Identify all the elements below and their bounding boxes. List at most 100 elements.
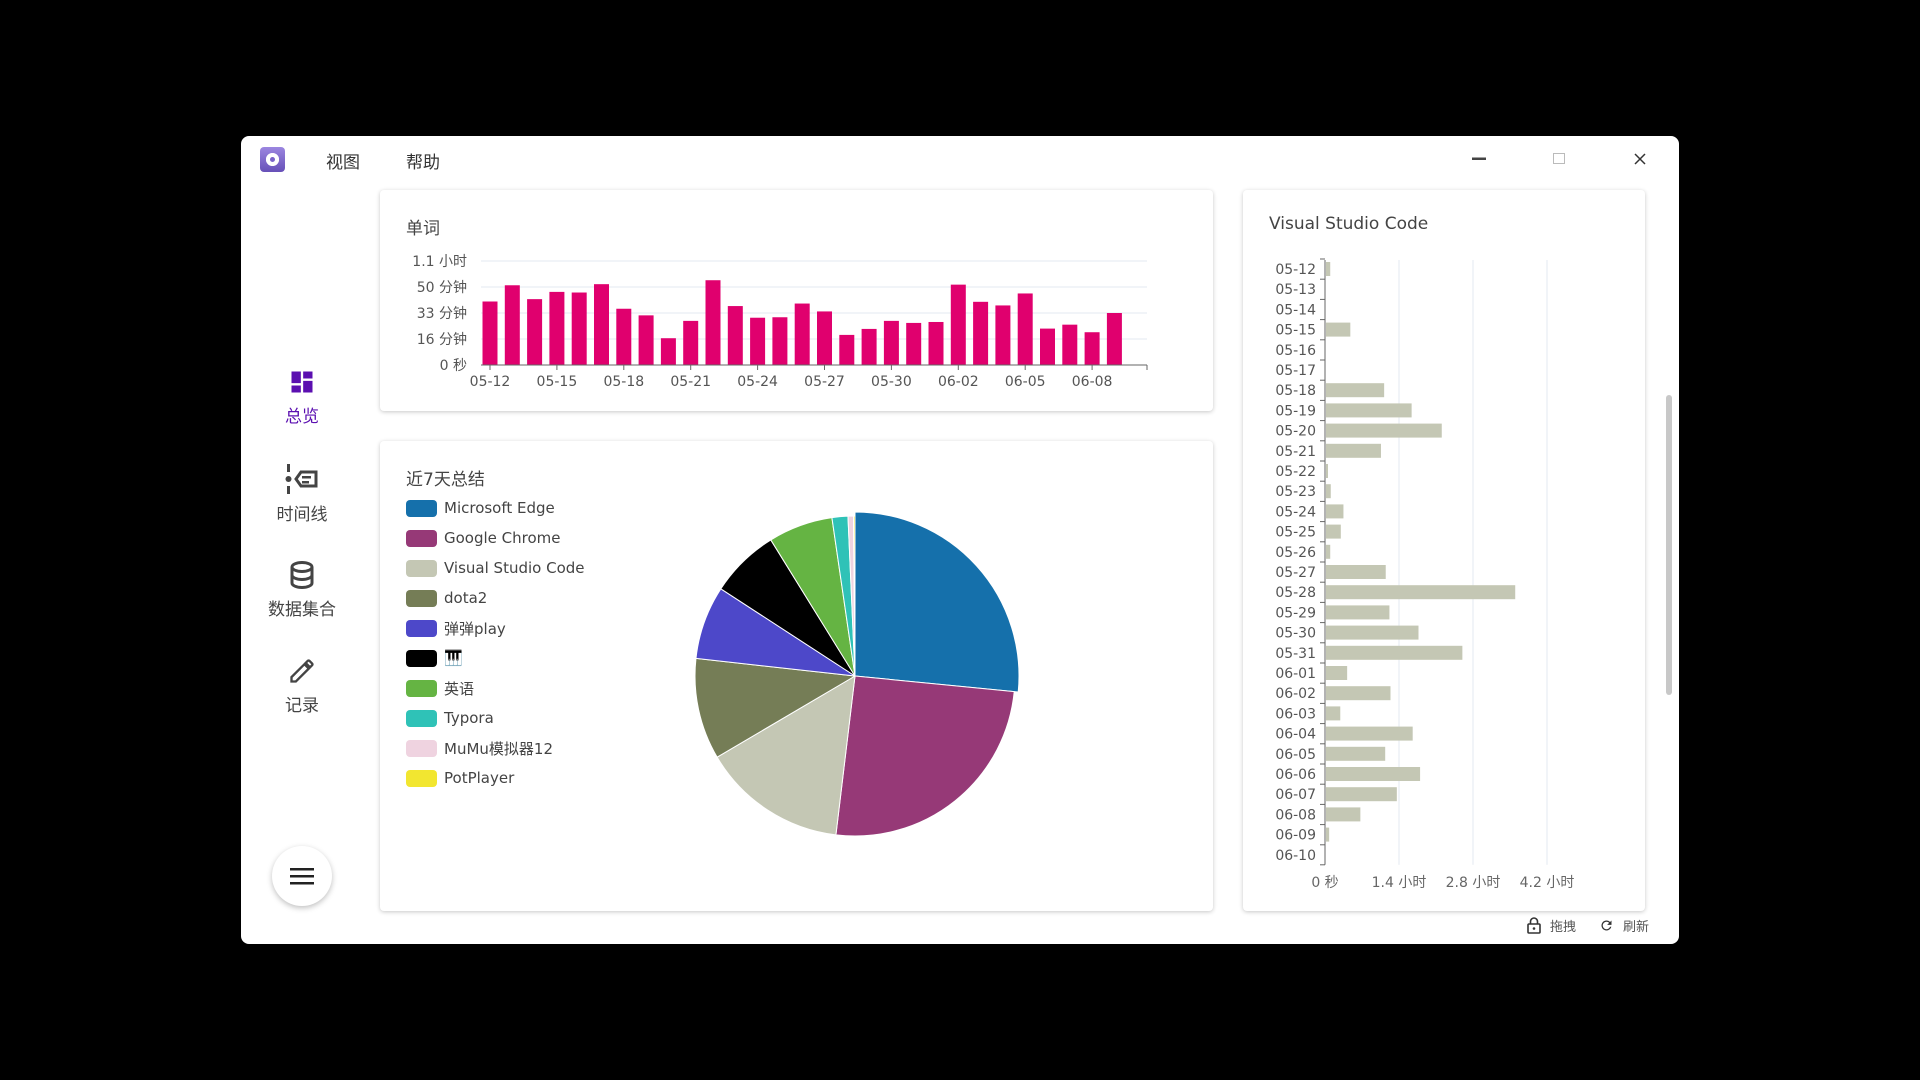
y-tick-label: 50 分钟 [417, 279, 467, 296]
legend-swatch [406, 739, 437, 757]
sidebar-item-records[interactable]: 记录 [261, 657, 343, 716]
minimize-button[interactable] [1461, 144, 1497, 174]
legend-swatch [406, 649, 437, 667]
refresh-label: 刷新 [1623, 920, 1650, 935]
drag-lock-button[interactable]: 拖拽 [1527, 916, 1576, 935]
sidebar-item-label: 数据集合 [268, 600, 336, 620]
refresh-button[interactable]: 刷新 [1599, 916, 1649, 935]
summary-pie-card: 近7天总结 Microsoft Edge Google Chrome Visual … [380, 441, 1213, 911]
legend-item[interactable]: dota2 [406, 588, 487, 608]
bar [527, 299, 543, 365]
legend-swatch [406, 619, 437, 637]
card-title: 近7天总结 [406, 470, 485, 490]
x-tick-label: 06-08 [1072, 374, 1113, 390]
y-tick-label: 16 分钟 [417, 331, 467, 348]
bar [1106, 313, 1122, 365]
bar [817, 311, 832, 365]
bar [504, 285, 520, 365]
y-tick-label: 05-17 [1275, 363, 1316, 379]
x-tick-label: 0 秒 [1311, 875, 1338, 891]
pie-slice [835, 675, 1015, 837]
scrollbar[interactable] [1666, 395, 1672, 695]
legend-label: Microsoft Edge [444, 499, 555, 517]
bar [1326, 403, 1412, 418]
legend-item[interactable]: Google Chrome [406, 528, 561, 548]
y-tick-label: 05-25 [1275, 525, 1316, 541]
vscode-bar-chart: 0 秒 1.4 小时 2.8 小时 4.2 小时 05-12 05-13 05-14 05-1… [1275, 258, 1574, 891]
y-tick-label: 05-15 [1275, 323, 1316, 339]
legend-swatch [406, 499, 437, 517]
legend-item[interactable]: Typora [406, 708, 494, 728]
x-tick-label: 05-27 [804, 374, 845, 390]
sidebar-item-datasets[interactable]: 数据集合 [261, 561, 343, 620]
bar [950, 284, 966, 365]
sidebar-item-timeline[interactable]: 时间线 [261, 464, 343, 525]
bar [973, 301, 989, 365]
bar [1326, 585, 1516, 600]
x-tick-label: 06-05 [1005, 374, 1046, 390]
bar [1326, 484, 1331, 499]
y-tick-label: 05-22 [1275, 464, 1316, 480]
x-tick-label: 05-18 [603, 374, 644, 390]
y-tick-label: 06-02 [1275, 686, 1316, 702]
x-tick-label: 06-02 [938, 374, 979, 390]
legend-label: 英语 [444, 679, 475, 698]
close-button[interactable] [1622, 144, 1658, 174]
y-tick-label: 06-06 [1275, 767, 1316, 783]
legend-item[interactable]: Visual Studio Code [406, 558, 585, 578]
bar [928, 321, 944, 365]
bar [482, 301, 498, 365]
legend-item[interactable]: MuMu模拟器12 [406, 738, 553, 758]
bar [1326, 625, 1419, 640]
vscode-chart-card: Visual Studio Code 0 秒 1.4 小时 2.8 小时 4.2 小时… [1243, 190, 1645, 911]
bar [660, 338, 676, 365]
x-tick-label: 1.4 小时 [1372, 875, 1427, 891]
legend-item[interactable]: Microsoft Edge [406, 498, 555, 518]
y-tick-label: 06-04 [1275, 727, 1316, 743]
y-tick-label: 06-07 [1275, 787, 1316, 803]
bar [616, 308, 632, 365]
legend-swatch [406, 709, 437, 727]
y-tick-label: 06-03 [1275, 706, 1316, 722]
legend-swatch [406, 589, 437, 607]
x-tick-label: 05-30 [871, 374, 912, 390]
pie-slice [852, 515, 856, 677]
bar [1326, 383, 1385, 398]
bar [594, 284, 609, 365]
app-window: 视图 帮助 总览 时间线 数据集合 记录 单词 0 秒 16 分钟 33 分钟 50 … [241, 136, 1679, 944]
bar [995, 305, 1011, 365]
maximize-button[interactable] [1541, 144, 1577, 174]
bar [1326, 504, 1344, 519]
pencil-icon [290, 659, 314, 683]
refresh-icon [1601, 920, 1612, 931]
bar [1326, 544, 1331, 559]
bar [883, 320, 899, 365]
legend-swatch [406, 769, 437, 787]
legend-label: Typora [444, 709, 494, 727]
sidebar-item-overview[interactable]: 总览 [261, 368, 343, 427]
legend-item[interactable]: 🎹 [406, 648, 463, 668]
bar [1326, 686, 1391, 701]
bar [1326, 666, 1348, 680]
y-tick-label: 05-19 [1275, 403, 1316, 419]
bar [638, 315, 654, 365]
lock-icon [1527, 917, 1541, 934]
pie-slice [694, 657, 856, 758]
sidebar-item-label: 记录 [285, 696, 319, 716]
menu-toggle-button[interactable] [272, 846, 332, 906]
menu-view[interactable]: 视图 [326, 153, 360, 173]
y-tick-label: 0 秒 [440, 358, 467, 374]
legend-item[interactable]: 英语 [406, 678, 474, 698]
menu-help[interactable]: 帮助 [406, 153, 440, 173]
legend-label: Google Chrome [444, 529, 561, 547]
minimize-icon [1472, 157, 1486, 160]
bar [1326, 746, 1386, 761]
bar [1326, 706, 1341, 721]
y-tick-label: 05-26 [1275, 545, 1316, 561]
drag-label: 拖拽 [1550, 920, 1577, 935]
legend-item[interactable]: PotPlayer [406, 768, 514, 788]
bar [1326, 565, 1386, 579]
legend-item[interactable]: 弹弹play [406, 618, 506, 638]
x-tick-label: 2.8 小时 [1446, 875, 1501, 891]
y-tick-label: 05-29 [1275, 605, 1316, 621]
